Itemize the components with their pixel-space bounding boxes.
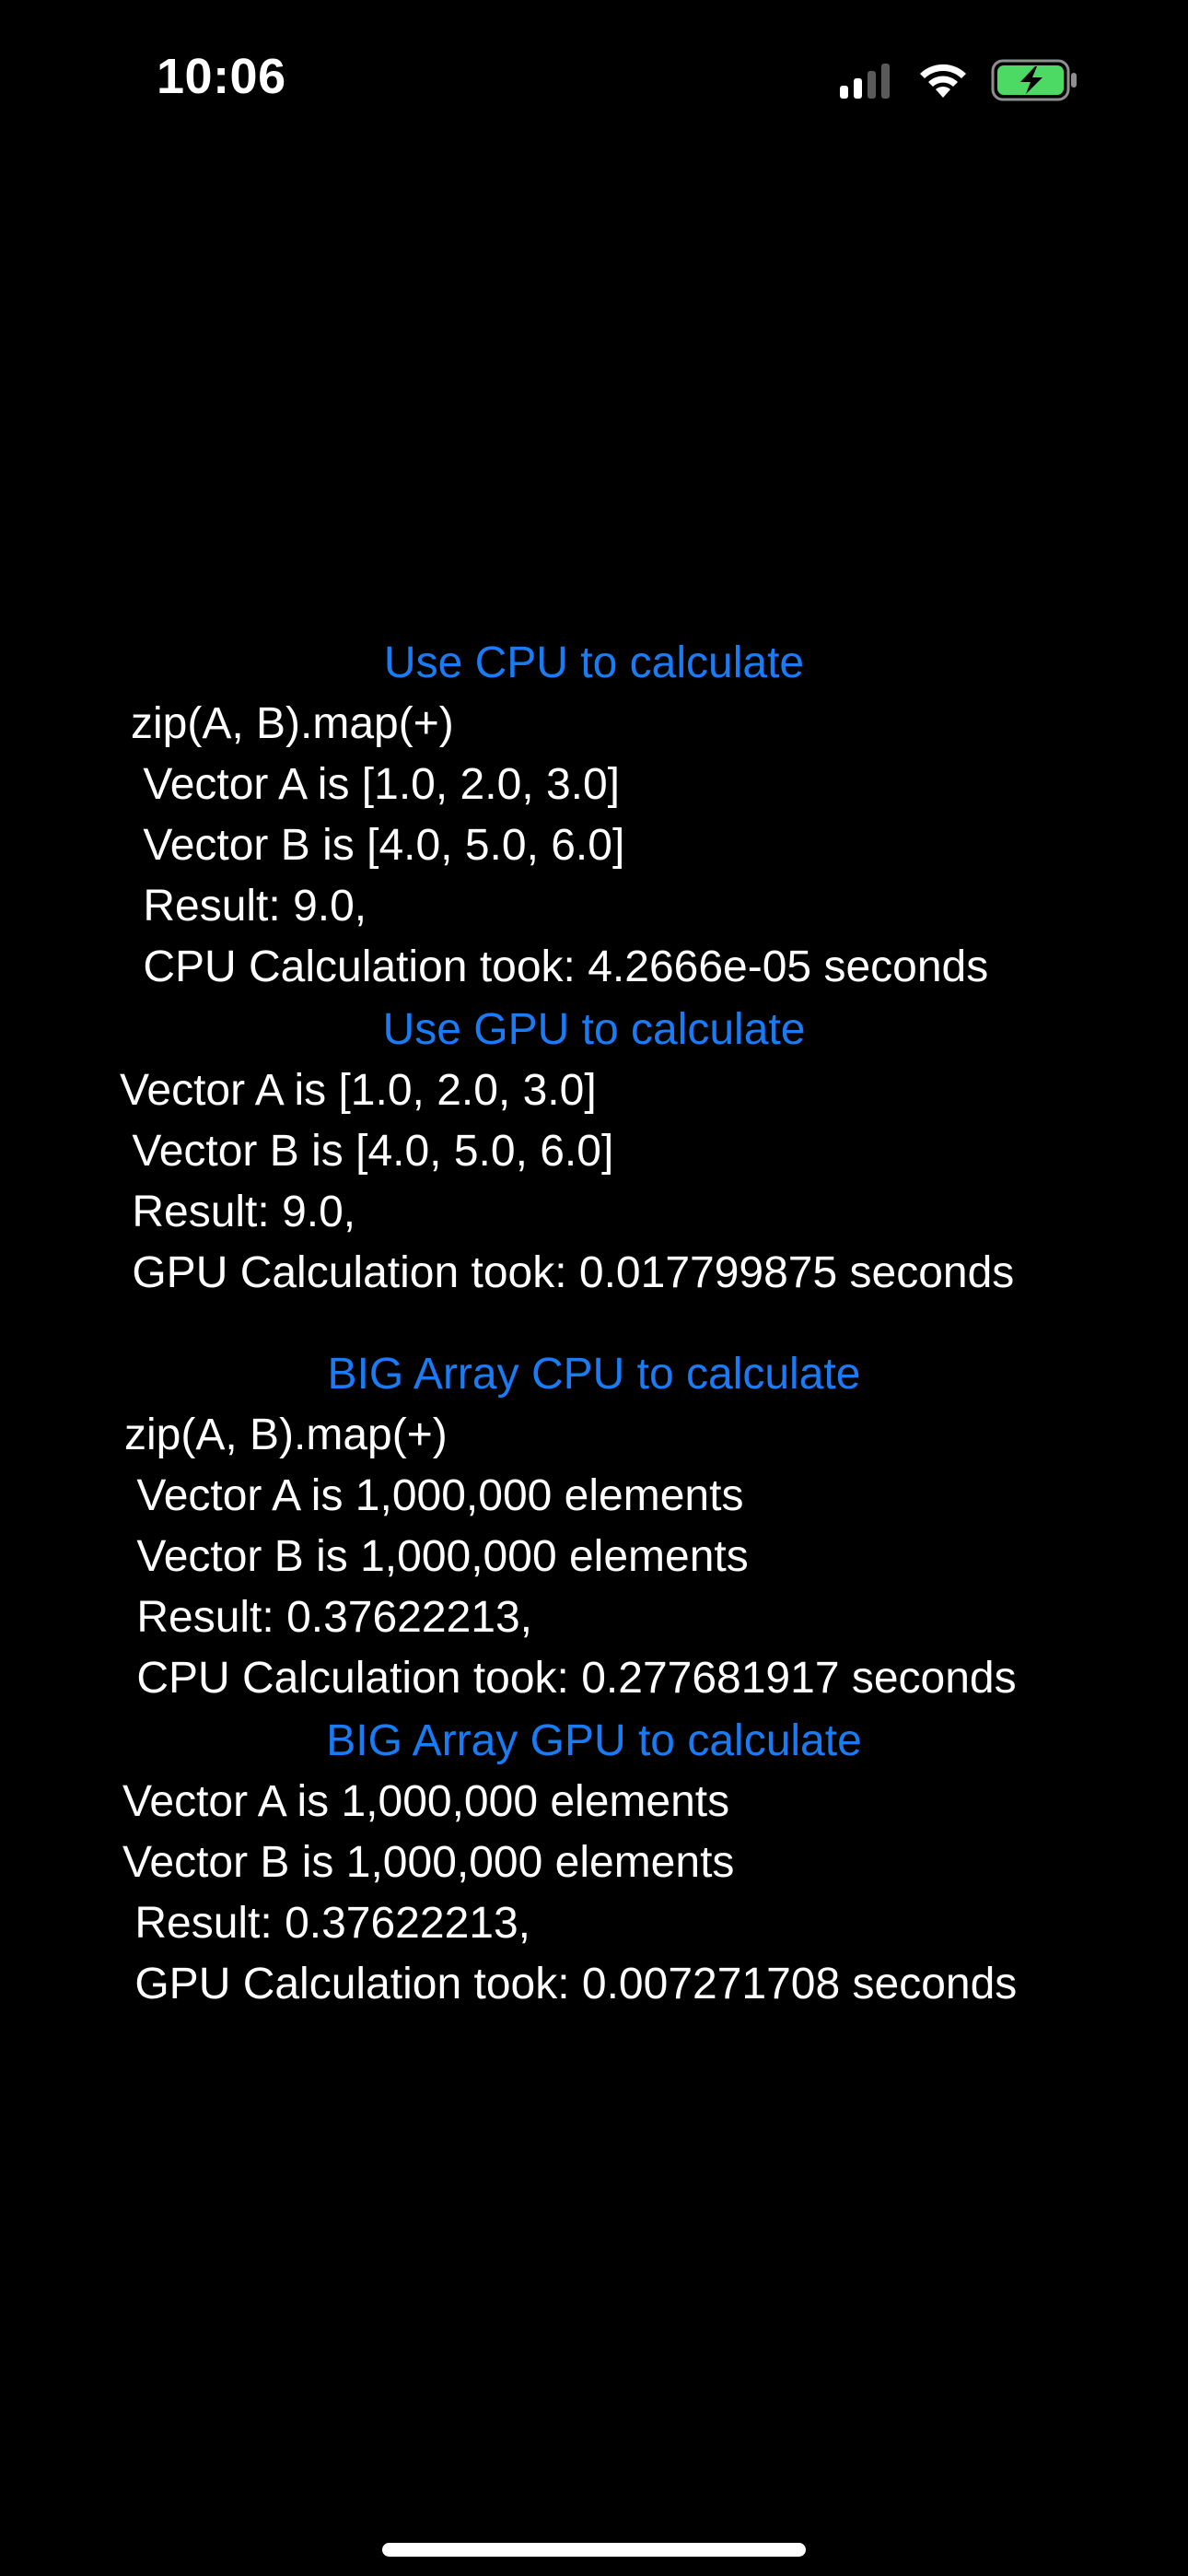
big-array-gpu-button[interactable]: BIG Array GPU to calculate xyxy=(326,1716,862,1765)
status-bar: 10:06 xyxy=(0,0,1188,157)
use-cpu-button[interactable]: Use CPU to calculate xyxy=(383,638,805,687)
home-indicator[interactable] xyxy=(382,2543,806,2557)
big-cpu-result-text: Result: 0.37622213, xyxy=(124,1593,532,1642)
cellular-signal-icon xyxy=(840,62,890,99)
gpu-time-text: GPU Calculation took: 0.017799875 second… xyxy=(120,1248,1015,1297)
big-cpu-method-text: zip(A, B).map(+) xyxy=(124,1411,448,1459)
big-gpu-result-text: Result: 0.37622213, xyxy=(122,1899,530,1948)
big-cpu-vector-a-text: Vector A is 1,000,000 elements xyxy=(124,1471,744,1520)
cpu-method-text: zip(A, B).map(+) xyxy=(131,699,454,748)
cpu-result-text: Result: 9.0, xyxy=(131,882,367,931)
big-cpu-time-text: CPU Calculation took: 0.277681917 second… xyxy=(124,1654,1017,1703)
cpu-vector-a-text: Vector A is [1.0, 2.0, 3.0] xyxy=(131,760,620,809)
gpu-vector-b-text: Vector B is [4.0, 5.0, 6.0] xyxy=(120,1127,614,1176)
use-gpu-button[interactable]: Use GPU to calculate xyxy=(382,1005,806,1054)
status-time: 10:06 xyxy=(157,49,286,104)
status-icons xyxy=(840,57,1079,103)
big-gpu-time-text: GPU Calculation took: 0.007271708 second… xyxy=(122,1960,1018,2008)
big-array-cpu-button[interactable]: BIG Array CPU to calculate xyxy=(327,1350,861,1399)
gpu-vector-a-text: Vector A is [1.0, 2.0, 3.0] xyxy=(120,1066,597,1115)
big-gpu-vector-b-text: Vector B is 1,000,000 elements xyxy=(122,1838,735,1887)
big-cpu-vector-b-text: Vector B is 1,000,000 elements xyxy=(124,1532,749,1581)
battery-charging-icon xyxy=(991,59,1077,101)
big-gpu-vector-a-text: Vector A is 1,000,000 elements xyxy=(122,1777,730,1826)
cpu-time-text: CPU Calculation took: 4.2666e-05 seconds xyxy=(131,943,989,991)
wifi-icon xyxy=(920,64,966,98)
gpu-result-text: Result: 9.0, xyxy=(120,1188,356,1236)
cpu-vector-b-text: Vector B is [4.0, 5.0, 6.0] xyxy=(131,821,625,870)
